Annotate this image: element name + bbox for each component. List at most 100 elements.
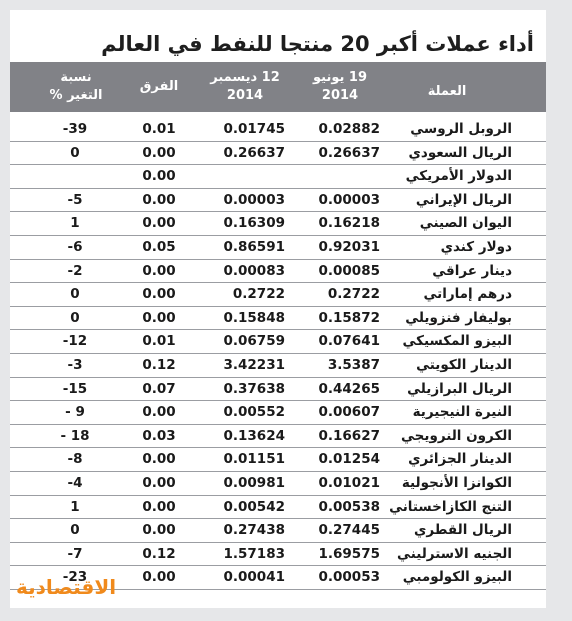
header-june-line2: 2014: [321, 88, 359, 103]
table-row: الكوانزا الأنجولية 0.01021 0.00981 0.00 -4: [10, 472, 546, 496]
cell-currency: البيزو المكسيكي: [402, 333, 512, 350]
cell-june: 0.01021: [318, 474, 381, 491]
header-december-line2: 2014: [226, 88, 264, 103]
header-pct-line2: التغير %: [49, 88, 103, 103]
cell-pct: -6: [67, 238, 83, 255]
table-row: الكرون النرويجي 0.16627 0.13624 0.03 - 18: [10, 425, 546, 449]
cell-currency: البيزو الكولومبي: [402, 569, 512, 586]
table-row: الدينار الكويتي 3.5387 3.42231 0.12 -3: [10, 354, 546, 378]
cell-currency: اليوان الصيني: [419, 215, 512, 232]
cell-currency: الكوانزا الأنجولية: [401, 474, 512, 491]
cell-june: 0.15872: [318, 309, 381, 326]
cell-currency: الكرون النرويجي: [400, 427, 512, 444]
cell-pct: - 9: [65, 404, 85, 421]
cell-december: 0.37638: [223, 380, 286, 397]
cell-june: 0.16218: [318, 215, 381, 232]
table-row: الروبل الروسي 0.02882 0.01745 0.01 -39: [10, 118, 546, 142]
cell-pct: 1: [70, 498, 80, 515]
cell-diff: 0.12: [142, 545, 176, 562]
cell-june: 0.27445: [318, 522, 381, 539]
cell-currency: الجنيه الاسترليني: [397, 545, 512, 562]
cell-june: 0.00003: [318, 191, 381, 208]
cell-diff: 0.00: [142, 498, 176, 515]
cell-currency: الريال الإيراني: [415, 191, 512, 208]
cell-currency: الريال السعودي: [408, 144, 512, 161]
table-row: الريال القطري 0.27445 0.27438 0.00 0: [10, 519, 546, 543]
cell-currency: دينار عراقي: [432, 262, 512, 279]
cell-december: 0.2722: [232, 286, 285, 303]
cell-pct: -12: [62, 333, 88, 350]
table-row: الدولار الأمريكي 0.00: [10, 165, 546, 189]
cell-diff: 0.00: [142, 569, 176, 586]
logo: الاقتصادية: [16, 575, 117, 599]
table-row: الدينار الجزائري 0.01254 0.01151 0.00 -8: [10, 448, 546, 472]
cell-pct: -7: [67, 545, 83, 562]
table-row: البيزو الكولومبي 0.00053 0.00041 0.00 -23: [10, 566, 546, 590]
cell-december: [205, 165, 285, 187]
cell-currency: دولار كندي: [440, 238, 512, 255]
cell-diff: 0.00: [142, 286, 176, 303]
table-card: أداء عملات أكبر 20 منتجا للنفط في العالم…: [10, 10, 546, 608]
cell-december: 3.42231: [223, 356, 286, 373]
cell-december: 0.26637: [223, 144, 286, 161]
cell-december: 0.00083: [223, 262, 286, 279]
cell-december: 0.00981: [223, 474, 286, 491]
cell-currency: الدينار الكويتي: [416, 356, 512, 373]
cell-pct: -2: [67, 262, 83, 279]
cell-diff: 0.12: [142, 356, 176, 373]
page-title: أداء عملات أكبر 20 منتجا للنفط في العالم: [101, 32, 534, 56]
cell-currency: النيرة النيجيرية: [412, 404, 512, 421]
cell-december: 0.01745: [223, 121, 286, 137]
cell-december: 0.00542: [223, 498, 286, 515]
header-diff-label: الفرق: [139, 79, 179, 94]
table-row: الريال البرازيلي 0.44265 0.37638 0.07 -15: [10, 378, 546, 402]
cell-diff: 0.00: [142, 474, 176, 491]
cell-december: 0.00552: [223, 404, 286, 421]
cell-diff: 0.00: [142, 404, 176, 421]
cell-diff: 0.03: [142, 427, 176, 444]
cell-june: 0.01254: [318, 451, 381, 468]
cell-december: 0.00041: [223, 569, 286, 586]
cell-currency: الدينار الجزائري: [408, 451, 512, 468]
cell-december: 0.27438: [223, 522, 286, 539]
cell-june: 3.5387: [327, 356, 380, 373]
cell-june: 0.00607: [318, 404, 381, 421]
cell-diff: 0.01: [142, 333, 176, 350]
cell-pct: 0: [70, 286, 80, 303]
cell-currency: الدولار الأمريكي: [405, 168, 512, 185]
table-row: التنج الكازاخستاني 0.00538 0.00542 0.00 1: [10, 496, 546, 520]
cell-currency: التنج الكازاخستاني: [389, 498, 512, 515]
header-december: 12 ديسمبر 2014: [205, 62, 285, 112]
cell-december: 0.01151: [223, 451, 286, 468]
cell-june: 0.2722: [327, 286, 380, 303]
cell-june: 0.00085: [318, 262, 381, 279]
cell-june: [300, 165, 380, 187]
header-diff: الفرق: [132, 62, 186, 112]
cell-december: 0.13624: [223, 427, 286, 444]
cell-pct: -23: [62, 569, 88, 586]
cell-diff: 0.00: [142, 191, 176, 208]
table-row: دينار عراقي 0.00085 0.00083 0.00 -2: [10, 260, 546, 284]
table-row: اليوان الصيني 0.16218 0.16309 0.00 1: [10, 212, 546, 236]
cell-june: 0.26637: [318, 144, 381, 161]
cell-pct: [50, 165, 100, 187]
header-december-line1: 12 ديسمبر: [210, 70, 280, 85]
cell-june: 0.44265: [318, 380, 381, 397]
cell-diff: 0.05: [142, 238, 176, 255]
table-body: الروبل الروسي 0.02882 0.01745 0.01 -39 الريال…: [10, 118, 546, 590]
table-row: البيزو المكسيكي 0.07641 0.06759 0.01 -12: [10, 330, 546, 354]
header-june-line1: 19 يونيو: [313, 70, 367, 85]
cell-diff: 0.00: [142, 215, 176, 232]
cell-june: 0.07641: [318, 333, 381, 350]
cell-pct: -8: [67, 451, 83, 468]
cell-december: 0.06759: [223, 333, 286, 350]
cell-currency: الريال القطري: [414, 522, 512, 539]
cell-pct: - 18: [60, 427, 90, 444]
cell-december: 0.15848: [223, 309, 286, 326]
cell-pct: 0: [70, 309, 80, 326]
header-currency-label: العملة: [427, 84, 467, 99]
table-row: الريال الإيراني 0.00003 0.00003 0.00 -5: [10, 189, 546, 213]
cell-diff: 0.00: [142, 262, 176, 279]
cell-june: 1.69575: [318, 545, 381, 562]
table-row: بوليفار فنزويلي 0.15872 0.15848 0.00 0: [10, 307, 546, 331]
